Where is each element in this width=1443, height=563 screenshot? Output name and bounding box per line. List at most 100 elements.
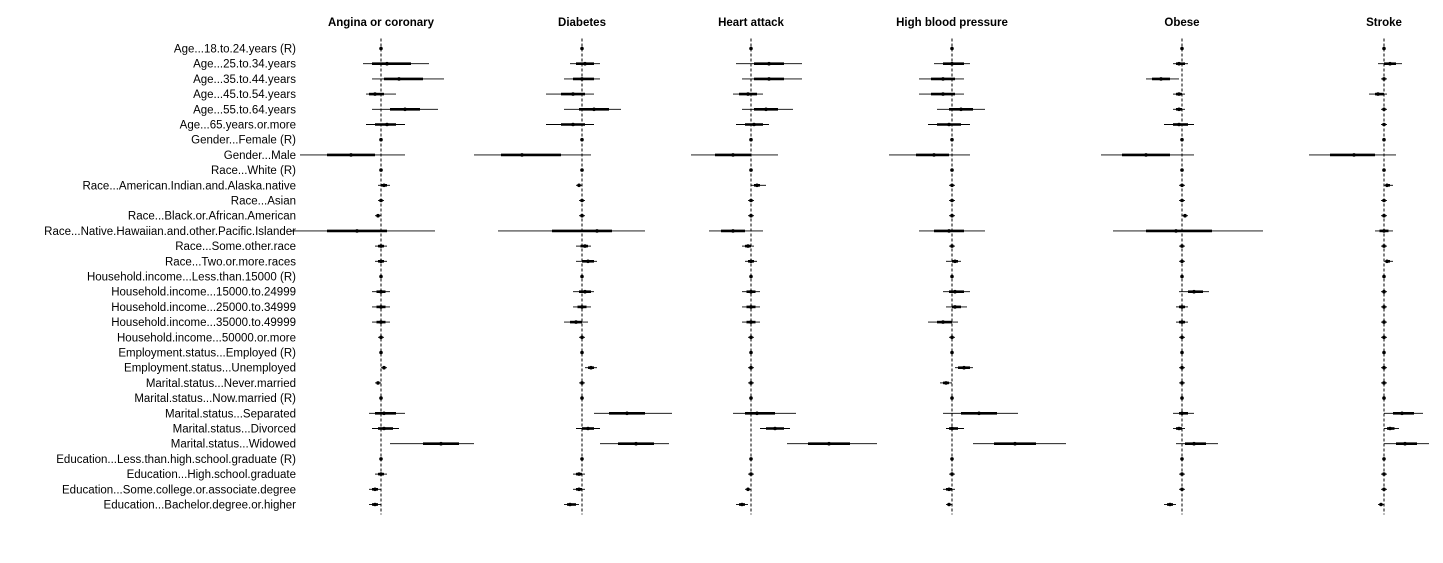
point-estimate [953,289,957,294]
point-estimate [749,198,753,203]
point-estimate [583,244,587,248]
point-estimate [977,411,981,416]
point-estimate [382,365,386,370]
point-estimate [385,122,389,127]
point-estimate [577,472,581,476]
point-estimate [1382,137,1386,142]
point-estimate [1382,320,1386,324]
point-estimate [1180,350,1184,355]
point-estimate [749,350,753,355]
point-estimate [950,198,954,203]
point-estimate [595,229,599,233]
panel-title: Heart attack [718,17,784,29]
point-estimate [379,457,383,461]
point-estimate [379,396,383,400]
point-estimate [580,305,584,309]
panel-title: High blood pressure [896,17,1008,29]
point-estimate [1382,396,1386,400]
point-estimate [755,411,759,416]
row-label: Age...55.to.64.years [193,104,296,116]
row-label: Education...Less.than.high.school.gradua… [56,454,296,466]
point-estimate [577,183,581,188]
point-estimate [571,92,575,96]
point-estimate [580,77,584,81]
point-estimate [349,153,353,157]
row-label: Marital.status...Widowed [171,439,296,451]
point-estimate [1180,168,1184,172]
point-estimate [932,153,936,157]
point-estimate [1382,472,1386,476]
row-label: Race...Black.or.African.American [128,211,296,223]
point-estimate [1180,457,1184,461]
forest-panel [1101,38,1263,515]
point-estimate [749,259,753,264]
point-estimate [767,61,771,66]
forest-panel [1309,38,1429,515]
point-estimate [1159,77,1163,81]
point-estimate [583,61,587,66]
point-estimate [385,61,389,66]
point-estimate [1382,289,1386,294]
point-estimate [950,350,954,355]
point-estimate [1013,441,1017,446]
point-estimate [1180,411,1184,416]
point-estimate [373,487,377,492]
point-estimate [379,305,383,309]
point-estimate [1382,350,1386,355]
point-estimate [1144,153,1148,157]
point-estimate [1382,46,1386,51]
row-label: Race...Asian [231,196,296,208]
point-estimate [580,137,584,142]
point-estimate [764,107,768,112]
panel-title: Stroke [1366,17,1402,29]
row-label: Race...Some.other.race [175,241,296,253]
point-estimate [1174,229,1178,233]
point-estimate [1180,183,1184,188]
point-estimate [755,183,759,188]
point-estimate [749,274,753,279]
point-estimate [1382,274,1386,279]
point-estimate [749,472,753,476]
point-estimate [1352,153,1356,157]
point-estimate [403,107,407,112]
point-estimate [950,274,954,279]
point-estimate [580,350,584,355]
point-estimate [1180,46,1184,51]
point-estimate [1177,122,1181,127]
point-estimate [749,365,753,370]
point-estimate [1388,61,1392,66]
point-estimate [1403,441,1407,446]
point-estimate [962,365,966,370]
point-estimate [1385,183,1389,188]
row-labels: Age...18.to.24.years (R) Age...25.to.34.y… [44,44,296,512]
point-estimate [634,441,638,446]
forest-panel [474,38,672,515]
point-estimate [397,77,401,81]
point-estimate [1382,335,1386,340]
point-estimate [1192,441,1196,446]
panel-title: Angina or coronary [328,17,435,29]
point-estimate [1382,213,1386,218]
point-estimate [379,350,383,355]
point-estimate [586,259,590,264]
point-estimate [1180,320,1184,324]
point-estimate [953,305,957,309]
point-estimate [379,46,383,51]
point-estimate [1382,122,1386,127]
row-label: Race...Native.Hawaiian.and.other.Pacific… [44,226,296,238]
row-label: Age...45.to.54.years [193,89,296,101]
point-estimate [749,335,753,340]
point-estimate [592,107,596,112]
point-estimate [746,487,750,492]
point-estimate [574,320,578,324]
point-estimate [1382,381,1386,385]
row-label: Marital.status...Divorced [173,424,296,436]
row-label: Household.income...35000.to.49999 [111,317,296,329]
point-estimate [950,168,954,172]
point-estimate [941,92,945,96]
forest-panels [291,38,1429,515]
point-estimate [1180,335,1184,340]
point-estimate [379,289,383,294]
point-estimate [376,213,380,218]
